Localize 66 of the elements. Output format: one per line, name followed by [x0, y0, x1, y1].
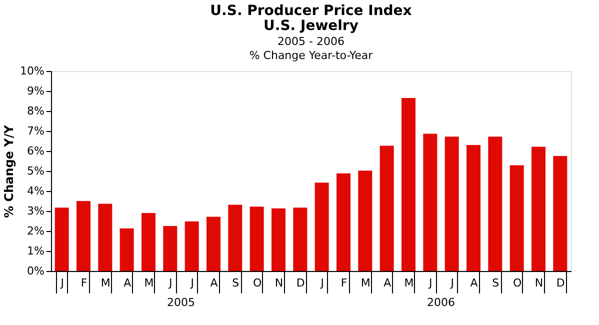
- text: 2006: [427, 296, 455, 309]
- x-tick-label: O: [252, 276, 262, 290]
- x-tick-label: J: [168, 276, 172, 290]
- x-tick-label: O: [512, 276, 522, 290]
- bar: [402, 98, 416, 271]
- bar: [423, 134, 438, 271]
- text: 2005 - 2006: [278, 35, 344, 48]
- x-tick-label: M: [360, 276, 370, 290]
- bar: [228, 204, 242, 271]
- x-tick-label: J: [450, 276, 454, 290]
- x-tick-label: A: [384, 276, 392, 290]
- x-tick-label: F: [80, 276, 88, 290]
- y-tick-label: 1%: [27, 244, 44, 258]
- x-tick-label: S: [492, 276, 500, 290]
- bar: [120, 228, 134, 271]
- bar: [76, 201, 90, 271]
- x-tick-label: N: [274, 276, 284, 290]
- x-tick-label: D: [556, 276, 565, 290]
- text: % Change Year-to-Year: [249, 49, 373, 62]
- x-tick-label: J: [60, 276, 64, 290]
- bar: [206, 216, 220, 271]
- y-axis-title: % Change Y/Y: [2, 124, 16, 218]
- x-tick-label: A: [470, 276, 478, 290]
- bar: [184, 221, 199, 271]
- y-tick-label: 4%: [27, 184, 44, 198]
- bar: [510, 165, 524, 271]
- text: U.S. Producer Price Index: [210, 3, 412, 19]
- y-tick-label: 5%: [27, 164, 44, 178]
- x-tick-label: A: [210, 276, 218, 290]
- bar: [488, 136, 502, 271]
- bar: [532, 146, 546, 271]
- bar: [293, 208, 308, 271]
- text: U.S. Jewelry: [264, 18, 358, 34]
- y-tick-label: 8%: [27, 104, 44, 118]
- x-tick-label: F: [340, 276, 348, 290]
- x-tick-label: M: [404, 276, 414, 290]
- bar: [250, 206, 264, 271]
- bar: [272, 208, 286, 271]
- bar: [358, 170, 372, 271]
- y-tick-label: 6%: [27, 144, 44, 158]
- y-tick-label: 7%: [27, 124, 44, 138]
- y-tick-label: 2%: [27, 224, 44, 238]
- bar: [553, 156, 568, 271]
- x-tick-label: N: [534, 276, 544, 290]
- y-tick-label: 10%: [20, 64, 44, 78]
- bar: [380, 146, 394, 271]
- bar: [54, 208, 69, 271]
- x-tick-label: S: [232, 276, 240, 290]
- y-tick-label: 3%: [27, 204, 44, 218]
- x-tick-label: J: [428, 276, 432, 290]
- bar: [98, 204, 112, 271]
- bar: [314, 182, 329, 271]
- bar: [466, 145, 480, 271]
- x-tick-label: M: [100, 276, 110, 290]
- bar: [336, 173, 350, 271]
- x-tick-label: D: [296, 276, 305, 290]
- y-tick-label: 0%: [27, 264, 44, 278]
- bar: [444, 136, 459, 271]
- bar: [142, 213, 156, 271]
- x-tick-label: M: [144, 276, 154, 290]
- y-tick-label: 9%: [27, 84, 44, 98]
- x-tick-label: A: [124, 276, 132, 290]
- bar: [163, 226, 178, 271]
- x-tick-label: J: [320, 276, 324, 290]
- x-tick-label: J: [190, 276, 194, 290]
- text: 2005: [167, 296, 195, 309]
